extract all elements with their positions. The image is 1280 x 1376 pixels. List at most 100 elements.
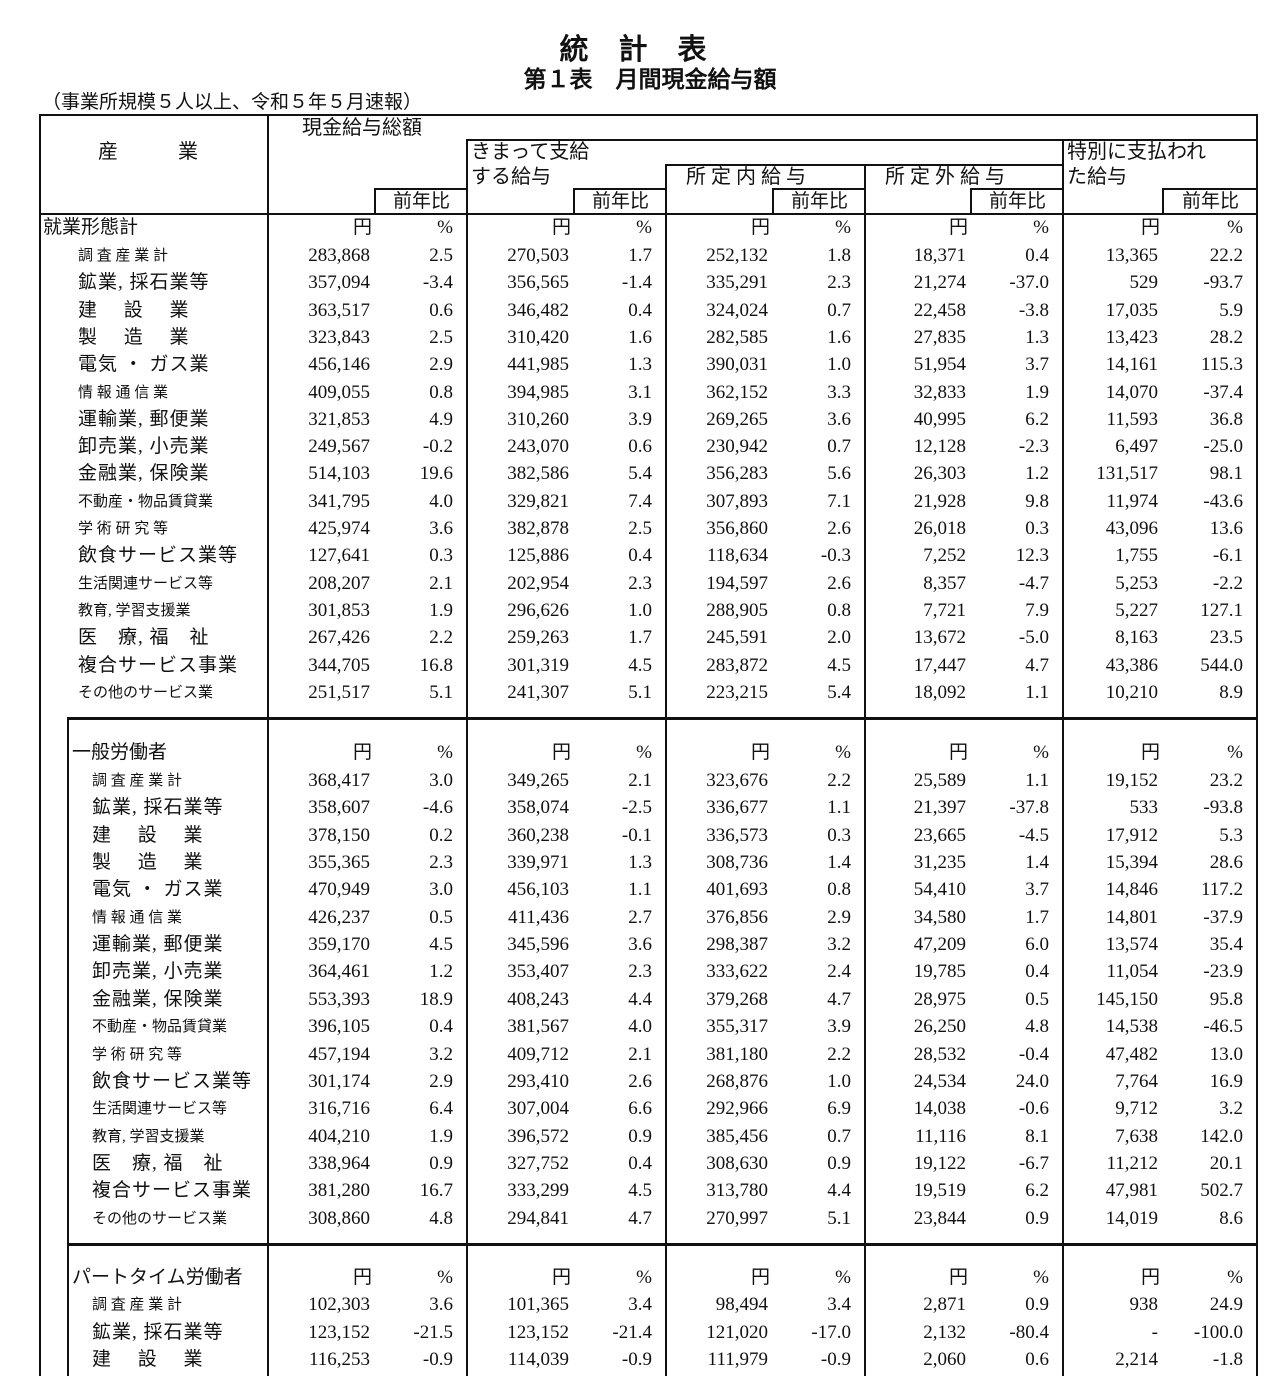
amount-yen: 40,995 [913, 409, 966, 430]
amount-yen: 401,693 [706, 879, 768, 900]
yoy-percent: 8.9 [1219, 682, 1243, 703]
table-scope-note: （事業所規模５人以上、令和５年５月速報） [42, 92, 423, 113]
amount-yen: 385,456 [706, 1126, 768, 1147]
yoy-percent: -100.0 [1193, 1322, 1243, 1343]
amount-yen: 18,092 [913, 682, 966, 703]
amount-yen: 345,596 [507, 934, 569, 955]
amount-yen: 409,712 [507, 1044, 569, 1065]
table-right-border [1256, 114, 1258, 1376]
yoy-percent: -0.2 [422, 436, 453, 457]
yoy-percent: 1.3 [628, 852, 652, 873]
unit-yen: 円 [551, 217, 571, 238]
yoy-percent: 7.1 [827, 491, 851, 512]
amount-yen: 23,665 [913, 825, 966, 846]
yoy-percent: 1.2 [429, 961, 453, 982]
yoy-percent: 142.0 [1200, 1126, 1243, 1147]
amount-yen: 301,319 [507, 655, 569, 676]
column-divider [267, 114, 269, 1376]
amount-yen: 381,180 [706, 1044, 768, 1065]
amount-yen: 13,672 [913, 627, 966, 648]
amount-yen: 381,567 [507, 1016, 569, 1037]
section-title: 一般労働者 [72, 742, 168, 763]
industry-label: 建 設 業 [78, 300, 190, 321]
yoy-percent: 0.9 [1025, 1294, 1049, 1315]
unit-yen: 円 [352, 742, 372, 763]
yoy-percent: 0.9 [429, 1153, 453, 1174]
industry-label: 生活関連サービス等 [78, 576, 214, 592]
yoy-percent: 0.8 [827, 879, 851, 900]
yoy-percent: 0.6 [429, 300, 453, 321]
yoy-percent: -3.4 [422, 272, 453, 293]
yoy-percent: -37.4 [1203, 382, 1243, 403]
yoy-percent: 0.4 [1025, 245, 1049, 266]
amount-yen: 329,821 [507, 491, 569, 512]
yoy-percent: 2.3 [827, 272, 851, 293]
amount-yen: 125,886 [507, 545, 569, 566]
amount-yen: 11,212 [1106, 1153, 1158, 1174]
amount-yen: 514,103 [308, 463, 370, 484]
amount-yen: 333,622 [706, 961, 768, 982]
unit-percent: % [437, 217, 453, 238]
yoy-percent: 0.7 [827, 1126, 851, 1147]
unit-percent: % [1227, 742, 1243, 763]
amount-yen: 8,163 [1115, 627, 1158, 648]
amount-yen: 301,853 [308, 600, 370, 621]
header-total-cash-earnings: 現金給与総額 [302, 117, 422, 139]
amount-yen: 28,975 [913, 989, 966, 1010]
yoy-percent: -0.9 [621, 1349, 652, 1370]
amount-yen: 269,265 [706, 409, 768, 430]
yoy-percent: 0.4 [628, 300, 652, 321]
yoy-percent: 2.5 [429, 327, 453, 348]
unit-percent: % [835, 742, 851, 763]
amount-yen: 2,060 [923, 1349, 966, 1370]
amount-yen: 102,303 [308, 1294, 370, 1315]
yoy-percent: 2.6 [827, 518, 851, 539]
yoy-percent: 8.6 [1219, 1208, 1243, 1229]
yoy-percent: 0.5 [1025, 989, 1049, 1010]
yoy-percent: -0.4 [1018, 1044, 1049, 1065]
amount-yen: 362,152 [706, 382, 768, 403]
yoy-percent: 6.6 [628, 1098, 652, 1119]
yoy-percent: 28.6 [1209, 852, 1243, 873]
amount-yen: 457,194 [308, 1044, 370, 1065]
industry-label: 建 設 業 [92, 1349, 204, 1370]
amount-yen: 316,716 [308, 1098, 370, 1119]
industry-label: 複合サービス事業 [92, 1180, 253, 1201]
yoy-percent: 3.2 [1219, 1098, 1243, 1119]
yoy-percent: -3.8 [1018, 300, 1049, 321]
amount-yen: 26,303 [913, 463, 966, 484]
yoy-percent: 0.8 [429, 382, 453, 403]
yoy-label: 前年比 [988, 191, 1046, 212]
yoy-percent: 0.4 [628, 545, 652, 566]
yoy-percent: 95.8 [1209, 989, 1243, 1010]
yoy-percent: 35.4 [1209, 934, 1243, 955]
amount-yen: 25,589 [913, 770, 966, 791]
yoy-percent: 2.1 [628, 1044, 652, 1065]
yoy-percent: -93.7 [1203, 272, 1243, 293]
yoy-percent: -0.9 [820, 1349, 851, 1370]
amount-yen: 339,971 [507, 852, 569, 873]
amount-yen: 7,638 [1115, 1126, 1158, 1147]
amount-yen: 8,357 [923, 573, 966, 594]
yoy-percent: 1.3 [628, 354, 652, 375]
yoy-percent: 2.7 [628, 907, 652, 928]
yoy-percent: 1.1 [1025, 770, 1049, 791]
industry-label: 電気 ・ ガス業 [78, 354, 210, 375]
amount-yen: 310,260 [507, 409, 569, 430]
amount-yen: 7,764 [1115, 1071, 1158, 1092]
amount-yen: 378,150 [308, 825, 370, 846]
yoy-percent: -2.2 [1212, 573, 1243, 594]
amount-yen: 47,482 [1105, 1044, 1158, 1065]
yoy-percent: 1.4 [1025, 852, 1049, 873]
amount-yen: 358,074 [507, 797, 569, 818]
industry-label: 運輸業, 郵便業 [78, 409, 210, 430]
yoy-percent: 0.2 [429, 825, 453, 846]
table-left-border [39, 114, 41, 1376]
amount-yen: 11,593 [1106, 409, 1158, 430]
unit-yen: 円 [948, 1267, 968, 1288]
amount-yen: 51,954 [913, 354, 966, 375]
amount-yen: 47,209 [913, 934, 966, 955]
amount-yen: 353,407 [507, 961, 569, 982]
yoy-percent: 0.9 [1025, 1208, 1049, 1229]
amount-yen: 11,116 [915, 1126, 966, 1147]
